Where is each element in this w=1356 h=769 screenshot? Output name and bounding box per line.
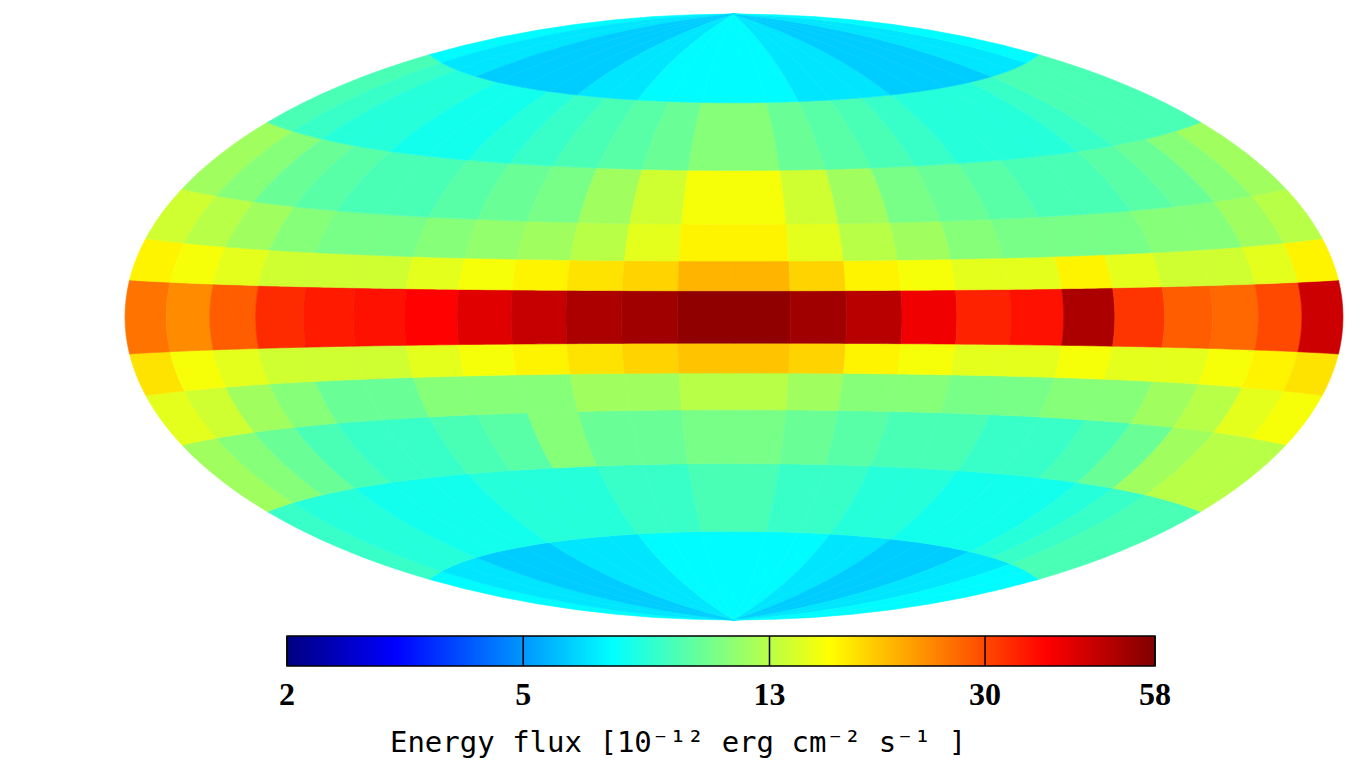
svg-text:30: 30 <box>969 676 1001 712</box>
svg-text:Energy flux [10⁻¹² erg cm⁻² s⁻: Energy flux [10⁻¹² erg cm⁻² s⁻¹ ] <box>390 725 966 759</box>
svg-text:58: 58 <box>1139 676 1171 712</box>
svg-text:5: 5 <box>515 676 531 712</box>
svg-text:13: 13 <box>754 676 786 712</box>
svg-text:2: 2 <box>279 676 295 712</box>
